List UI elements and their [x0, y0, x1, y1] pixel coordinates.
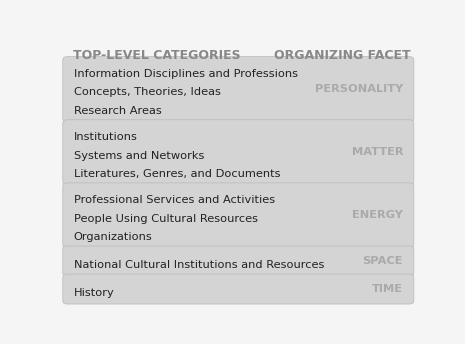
- Text: MATTER: MATTER: [352, 147, 403, 157]
- FancyBboxPatch shape: [63, 57, 414, 122]
- Text: TIME: TIME: [372, 284, 403, 294]
- Text: TOP-LEVEL CATEGORIES: TOP-LEVEL CATEGORIES: [73, 49, 240, 62]
- Text: Concepts, Theories, Ideas: Concepts, Theories, Ideas: [73, 87, 220, 97]
- Text: History: History: [73, 288, 114, 298]
- Text: Institutions: Institutions: [73, 132, 138, 142]
- Text: ENERGY: ENERGY: [352, 211, 403, 221]
- Text: ORGANIZING FACET: ORGANIZING FACET: [274, 49, 411, 62]
- Text: Literatures, Genres, and Documents: Literatures, Genres, and Documents: [73, 169, 280, 179]
- Text: Professional Services and Activities: Professional Services and Activities: [73, 195, 275, 205]
- Text: Information Disciplines and Professions: Information Disciplines and Professions: [73, 69, 298, 79]
- Text: Organizations: Organizations: [73, 232, 153, 242]
- FancyBboxPatch shape: [63, 274, 414, 304]
- FancyBboxPatch shape: [63, 246, 414, 276]
- FancyBboxPatch shape: [63, 120, 414, 185]
- Text: People Using Cultural Resources: People Using Cultural Resources: [73, 214, 258, 224]
- Text: Research Areas: Research Areas: [73, 106, 161, 116]
- Text: PERSONALITY: PERSONALITY: [315, 84, 403, 94]
- Text: Systems and Networks: Systems and Networks: [73, 151, 204, 161]
- Text: SPACE: SPACE: [363, 256, 403, 266]
- Text: National Cultural Institutions and Resources: National Cultural Institutions and Resou…: [73, 260, 324, 270]
- FancyBboxPatch shape: [63, 183, 414, 248]
